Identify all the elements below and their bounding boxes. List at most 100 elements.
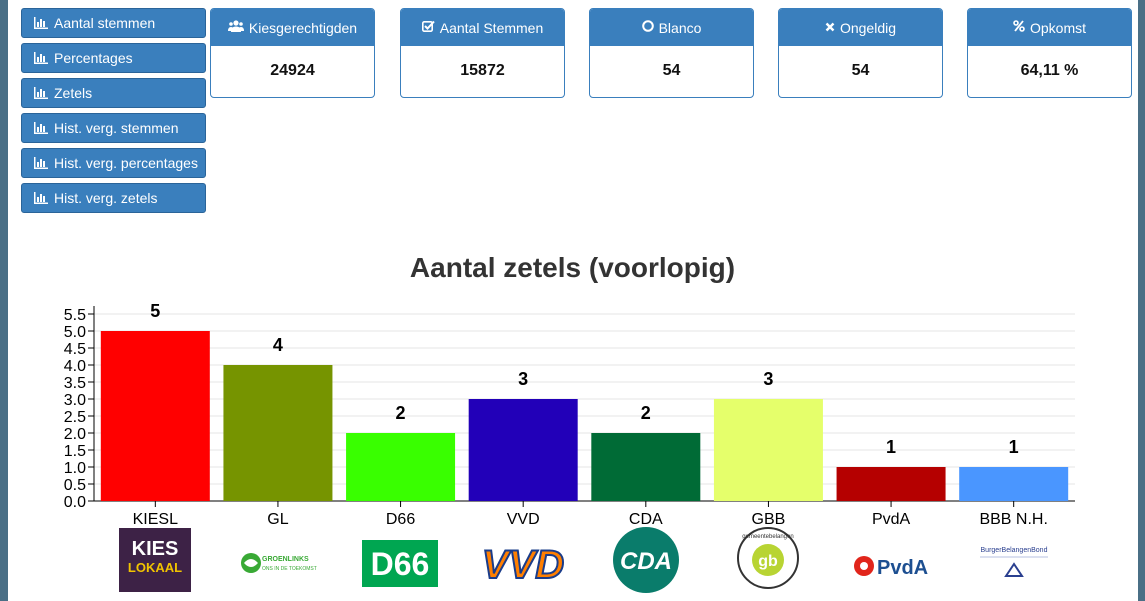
bar-chart-icon	[34, 52, 48, 64]
stat-card-aantal-stemmen: Aantal Stemmen 15872	[400, 8, 565, 98]
x-tick-label: BBB N.H.	[979, 511, 1047, 528]
card-label: Ongeldig	[839, 19, 897, 36]
card-label: Aantal Stemmen	[439, 19, 544, 36]
pvda-logo: PvdA	[854, 556, 928, 579]
y-tick-label: 4.5	[64, 341, 86, 358]
card-header: Kiesgerechtigden	[211, 9, 374, 46]
bar-gbb	[713, 399, 823, 501]
x-tick-label: GL	[267, 511, 288, 528]
nav-hist-stemmen-button[interactable]: Hist. verg. stemmen	[21, 113, 206, 143]
x-tick-label: VVD	[507, 511, 540, 528]
nav-label: Aantal stemmen	[54, 15, 156, 31]
logo-text: LOKAAL	[128, 560, 182, 575]
stat-card-opkomst: Opkomst 64,11 %	[967, 8, 1132, 98]
bar-chart-icon	[34, 157, 48, 169]
times-icon	[825, 20, 835, 35]
card-header: Blanco	[590, 9, 753, 46]
data-label: 2	[396, 403, 406, 423]
bar-vvd	[468, 399, 578, 501]
data-label: 5	[150, 301, 160, 321]
data-label: 1	[1009, 437, 1019, 457]
bar-chart-icon	[34, 122, 48, 134]
logo-text: VVD	[482, 543, 564, 587]
window-edge-left	[0, 0, 8, 601]
y-tick-label: 0.0	[64, 494, 86, 511]
y-tick-label: 3.0	[64, 392, 86, 409]
data-label: 1	[886, 437, 896, 457]
chart-title: Aantal zetels (voorlopig)	[409, 252, 736, 283]
vvd-logo: VVD	[481, 542, 565, 588]
card-header: Opkomst	[968, 9, 1131, 46]
y-tick-label: 4.0	[64, 358, 86, 375]
data-label: 2	[641, 403, 651, 423]
bar-bbb-n-h-	[959, 467, 1069, 501]
bar-kiesl	[100, 331, 210, 501]
checkbox-icon	[421, 20, 435, 35]
nav-label: Hist. verg. zetels	[54, 190, 158, 206]
kies-lokaal-logo: KIES LOKAAL	[119, 528, 191, 592]
cda-logo: CDA	[613, 527, 679, 593]
y-tick-label: 5.0	[64, 324, 86, 341]
nav-percentages-button[interactable]: Percentages	[21, 43, 206, 73]
nav-label: Percentages	[54, 50, 133, 66]
y-tick-label: 1.5	[64, 443, 86, 460]
bar-gl	[223, 365, 333, 501]
logo-text: BurgerBelangenBond	[981, 547, 1048, 554]
nav-hist-percentages-button[interactable]: Hist. verg. percentages	[21, 148, 206, 178]
logo-text: ONS IN DE TOEKOMST	[262, 566, 317, 572]
x-tick-label: GBB	[752, 511, 786, 528]
data-label: 3	[518, 369, 528, 389]
gemeentebelangen-logo: gb gemeentebelangen	[737, 527, 799, 589]
nav-label: Hist. verg. stemmen	[54, 120, 179, 136]
y-tick-label: 5.5	[64, 307, 86, 324]
bar-chart-icon	[34, 192, 48, 204]
card-value: 54	[662, 62, 681, 79]
bar-chart-icon	[34, 87, 48, 99]
card-label: Kiesgerechtigden	[248, 19, 358, 36]
logo-text: D66	[371, 546, 430, 582]
bar-pvda	[836, 467, 946, 501]
y-tick-label: 1.0	[64, 460, 86, 477]
logo-text: GROENLINKS	[262, 556, 309, 563]
stat-card-kiesgerechtigden: Kiesgerechtigden 24924	[210, 8, 375, 98]
nav-aantal-stemmen-button[interactable]: Aantal stemmen	[21, 8, 206, 38]
logo-text: PvdA	[877, 557, 928, 579]
stat-card-ongeldig: Ongeldig 54	[778, 8, 943, 98]
x-tick-label: KIESL	[133, 511, 178, 528]
nav-label: Zetels	[54, 85, 93, 101]
d66-logo: D66	[362, 540, 438, 587]
y-tick-label: 2.0	[64, 426, 86, 443]
data-label: 3	[763, 369, 773, 389]
bar-d66	[346, 433, 456, 501]
chart-nav: Aantal stemmen Percentages Zetels Hist. …	[21, 8, 206, 218]
logo-text: gemeentebelangen	[742, 534, 793, 540]
users-icon	[227, 20, 244, 35]
card-label: Opkomst	[1029, 19, 1086, 36]
x-tick-label: D66	[386, 511, 415, 528]
bbb-logo: BurgerBelangenBond	[980, 547, 1048, 577]
bar-cda	[591, 433, 701, 501]
card-value: 24924	[270, 62, 315, 79]
nav-zetels-button[interactable]: Zetels	[21, 78, 206, 108]
bar-chart-icon	[34, 17, 48, 29]
data-label: 4	[273, 335, 283, 355]
x-tick-label: CDA	[629, 511, 663, 528]
card-header: Ongeldig	[779, 9, 942, 46]
stat-card-blanco: Blanco 54	[589, 8, 754, 98]
groenlinks-logo: GROENLINKS ONS IN DE TOEKOMST	[241, 553, 317, 573]
card-header: Aantal Stemmen	[401, 9, 564, 46]
logo-text: gb	[758, 553, 778, 570]
y-tick-label: 3.5	[64, 375, 86, 392]
logo-text: CDA	[620, 548, 672, 575]
logo-text: KIES	[132, 538, 179, 560]
nav-hist-zetels-button[interactable]: Hist. verg. zetels	[21, 183, 206, 213]
circle-icon	[641, 20, 654, 35]
y-tick-label: 0.5	[64, 477, 86, 494]
card-value: 15872	[460, 62, 505, 79]
x-tick-label: PvdA	[872, 511, 911, 528]
card-label: Blanco	[658, 19, 702, 36]
percent-icon	[1013, 20, 1025, 35]
nav-label: Hist. verg. percentages	[54, 155, 198, 171]
card-value: 64,11 %	[1020, 62, 1079, 79]
